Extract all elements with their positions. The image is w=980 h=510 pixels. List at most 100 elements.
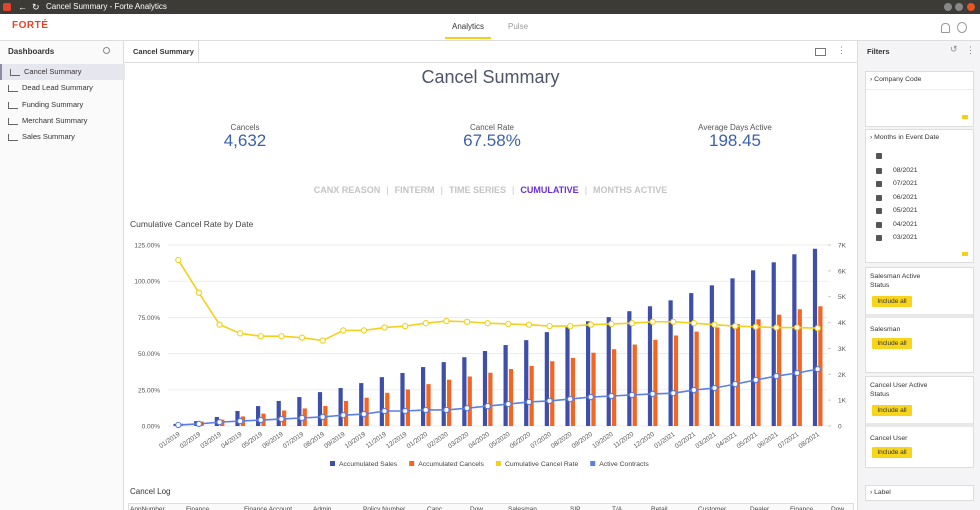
- include-all-button[interactable]: Include all: [872, 405, 912, 416]
- x-tick-label: 03/2021: [694, 431, 718, 450]
- column-header[interactable]: AppNumber: [130, 506, 165, 510]
- column-header[interactable]: Customer: [698, 506, 727, 510]
- bar: [235, 411, 240, 426]
- column-header[interactable]: Dow: [470, 506, 484, 510]
- logo[interactable]: FORTÉ: [12, 20, 49, 31]
- select-all-checkbox[interactable]: [876, 153, 882, 159]
- view-tab[interactable]: TIME SERIES: [448, 185, 506, 195]
- month-label: 05/2021: [893, 207, 918, 215]
- include-all-button[interactable]: Include all: [872, 296, 912, 307]
- x-tick-label: 08/2020: [550, 431, 574, 450]
- back-button[interactable]: ←: [18, 2, 27, 12]
- sidebar-item[interactable]: Sales Summary: [0, 129, 123, 145]
- line-point: [608, 320, 615, 328]
- filter-title[interactable]: › Company Code: [870, 76, 922, 83]
- view-tab[interactable]: CANX REASON: [313, 185, 381, 195]
- sidebar-item[interactable]: Funding Summary: [0, 97, 123, 113]
- line-point: [690, 386, 698, 394]
- line-point: [484, 402, 491, 410]
- bar: [364, 397, 369, 426]
- line-point: [422, 320, 429, 327]
- column-header[interactable]: Salesman: [508, 506, 537, 510]
- x-tick-label: 06/2020: [509, 431, 533, 450]
- x-tick-label: 08/2019: [303, 431, 327, 450]
- maximize-button[interactable]: [955, 3, 963, 11]
- app-icon: [3, 3, 11, 11]
- reload-button[interactable]: ↻: [32, 2, 40, 12]
- x-tick-label: 08/2021: [798, 431, 822, 450]
- line-point: [402, 407, 409, 415]
- x-tick-label: 05/2021: [736, 431, 760, 450]
- view-tab[interactable]: CUMULATIVE: [520, 185, 579, 195]
- month-checkbox[interactable]: [876, 221, 882, 228]
- column-header[interactable]: Dow: [831, 506, 845, 510]
- line-point: [546, 322, 553, 330]
- filter-action[interactable]: [962, 252, 968, 256]
- line-point: [402, 322, 409, 330]
- app-header: FORTÉ Analytics Pulse: [0, 14, 980, 41]
- column-header[interactable]: SIP: [570, 506, 581, 510]
- view-tab[interactable]: MONTHS ACTIVE: [593, 185, 668, 195]
- column-header[interactable]: Finance Account: [244, 506, 293, 510]
- month-checkbox[interactable]: [876, 208, 882, 215]
- filters-menu[interactable]: ⋮: [966, 45, 975, 55]
- reset-filters[interactable]: ↺: [950, 44, 958, 54]
- nav-tab[interactable]: Pulse: [508, 22, 529, 31]
- nav-tab[interactable]: Analytics: [452, 22, 485, 31]
- month-checkbox[interactable]: [876, 181, 882, 188]
- active-tab-indicator: [445, 37, 491, 39]
- sidebar-item[interactable]: Merchant Summary: [0, 113, 123, 129]
- column-header[interactable]: Policy Number: [363, 506, 406, 510]
- column-header[interactable]: Retail: [651, 506, 668, 510]
- content-tab[interactable]: Cancel Summary: [133, 47, 194, 56]
- bar: [653, 339, 658, 426]
- bar: [400, 372, 405, 426]
- y-tick-label: 100.00%: [134, 279, 160, 286]
- x-tick-label: 12/2019: [385, 431, 409, 450]
- notifications-icon[interactable]: [941, 23, 950, 33]
- view-tab[interactable]: FINTERM: [394, 185, 435, 195]
- month-checkbox[interactable]: [876, 168, 882, 174]
- close-button[interactable]: [967, 3, 975, 11]
- column-header[interactable]: Dealer: [750, 506, 770, 510]
- column-header[interactable]: Admin: [313, 506, 332, 510]
- filter-title[interactable]: Cancel User Active Status: [870, 382, 928, 398]
- column-header[interactable]: Finance: [790, 506, 814, 510]
- month-checkbox[interactable]: [876, 194, 882, 201]
- bar: [256, 406, 261, 426]
- bar: [632, 344, 637, 426]
- more-menu[interactable]: ⋮: [837, 45, 846, 55]
- line-point: [216, 418, 223, 426]
- bar: [756, 319, 761, 426]
- filter-title[interactable]: Salesman: [870, 326, 901, 333]
- line-point: [732, 322, 739, 330]
- search-icon[interactable]: [103, 47, 110, 54]
- bar: [668, 300, 673, 426]
- filter-card: › Company Code: [865, 71, 974, 127]
- filter-title[interactable]: Salesman Active Status: [870, 273, 921, 289]
- view-icon[interactable]: [815, 48, 826, 56]
- filter-action[interactable]: [962, 115, 968, 119]
- column-header[interactable]: T/A: [612, 506, 623, 510]
- filter-title[interactable]: › Months in Event Date: [870, 134, 940, 141]
- sidebar-item[interactable]: Dead Lead Summary: [0, 80, 123, 96]
- bar: [627, 311, 632, 426]
- include-all-button[interactable]: Include all: [872, 447, 912, 458]
- filter-title[interactable]: › Label: [870, 489, 891, 496]
- kpi-label: Cancels: [230, 123, 260, 132]
- x-tick-label: 10/2019: [344, 431, 368, 450]
- minimize-button[interactable]: [944, 3, 952, 11]
- line-point: [587, 321, 594, 328]
- sidebar-item[interactable]: Cancel Summary: [0, 64, 125, 80]
- x-tick-label: 06/2019: [261, 431, 285, 450]
- user-icon[interactable]: [957, 22, 967, 33]
- column-header[interactable]: Finance: [186, 506, 210, 510]
- column-header[interactable]: Canc: [427, 506, 443, 510]
- month-checkbox[interactable]: [876, 235, 882, 241]
- kpi-label: Cancel Rate: [469, 123, 515, 132]
- line-point: [587, 393, 594, 401]
- dashboard-title: Cancel Summary: [421, 67, 560, 87]
- filter-title[interactable]: Cancel User: [870, 435, 908, 442]
- include-all-button[interactable]: Include all: [872, 338, 912, 349]
